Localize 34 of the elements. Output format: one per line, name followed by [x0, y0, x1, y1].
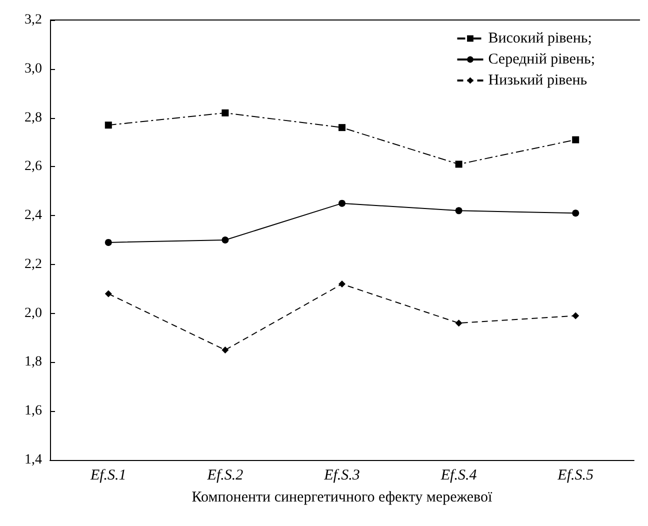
- y-tick-label: 3,2: [24, 12, 42, 28]
- point: [455, 207, 462, 214]
- x-tick-label: Ef.S.4: [440, 468, 478, 484]
- y-tick-label: 2,6: [24, 159, 42, 174]
- y-tick-label: 2,0: [24, 306, 42, 321]
- x-tick-label: Ef.S.3: [323, 468, 360, 484]
- point: [338, 200, 346, 207]
- legend-label: Середній рівень;: [488, 52, 595, 68]
- point: [572, 210, 580, 217]
- point: [104, 122, 112, 129]
- point: [455, 160, 462, 168]
- x-axis-title: Компоненти синергетичного ефекту мережевої: [192, 490, 494, 506]
- point: [455, 320, 462, 327]
- point: [338, 280, 346, 288]
- point: [572, 312, 580, 320]
- y-tick-label: 2,8: [24, 110, 42, 126]
- x-tick-label: Ef.S.2: [206, 468, 244, 484]
- point: [104, 238, 112, 246]
- legend-label: Низький рівень: [488, 72, 588, 88]
- point: [222, 109, 229, 116]
- point: [104, 290, 112, 298]
- y-tick-label: 1,4: [24, 452, 42, 468]
- point: [572, 136, 580, 144]
- x-tick-label: Ef.S.5: [556, 468, 594, 484]
- point: [338, 124, 346, 132]
- point: [222, 236, 229, 244]
- y-tick-label: 1,8: [24, 354, 42, 370]
- legend-label: Високий рівень;: [488, 30, 592, 46]
- x-tick-label: Ef.S.1: [89, 468, 126, 484]
- y-tick-label: 3,0: [24, 61, 42, 76]
- y-tick-label: 2,4: [24, 208, 42, 224]
- y-tick-label: 2,2: [24, 256, 42, 272]
- point: [222, 346, 229, 354]
- y-tick-label: 1,6: [24, 404, 42, 419]
